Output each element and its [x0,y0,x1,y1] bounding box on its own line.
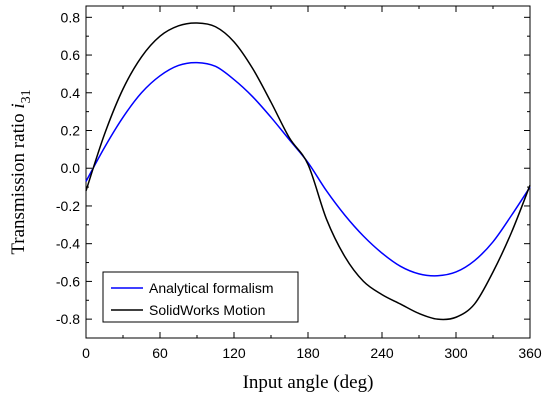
series-line-solidworks [85,22,531,321]
y-axis-label: Transmission ratio i31 [8,89,34,254]
x-axis-label: Input angle (deg) [243,372,374,393]
x-tick-label: 120 [222,345,246,361]
y-tick-label: 0.4 [61,85,81,101]
y-axis-label-text: Transmission ratio [8,109,29,255]
x-tick-label: 240 [370,345,394,361]
series-lines [85,22,531,321]
x-tick-label: 300 [444,345,468,361]
y-tick-label: 0.6 [61,47,81,63]
legend-label-solidworks: SolidWorks Motion [149,302,265,318]
y-tick-label: -0.4 [56,236,80,252]
y-tick-label: 0.8 [61,9,81,25]
legend-label-analytical: Analytical formalism [149,280,273,296]
legend: Analytical formalism SolidWorks Motion [102,271,299,323]
x-tick-label: 180 [296,345,320,361]
y-tick-label: -0.8 [56,311,80,327]
y-tick-label: 0.0 [61,160,81,176]
x-tick-label: 0 [82,345,90,361]
legend-box [102,271,299,323]
y-tick-label: -0.2 [56,198,80,214]
y-axis-label-symbol: i [8,103,29,108]
x-tick-label: 360 [518,345,542,361]
x-tick-label: 60 [152,345,168,361]
y-tick-label: 0.2 [61,123,81,139]
y-tick-label: -0.6 [56,273,80,289]
tick-labels: 0 60 120 180 240 300 360 -0.8 -0.6 -0.4 -0.2 0.0 0.2… [56,9,542,361]
axis-ticks [85,6,531,338]
series-line-analytical [85,61,531,277]
y-axis-label-subscript: 31 [19,89,34,103]
